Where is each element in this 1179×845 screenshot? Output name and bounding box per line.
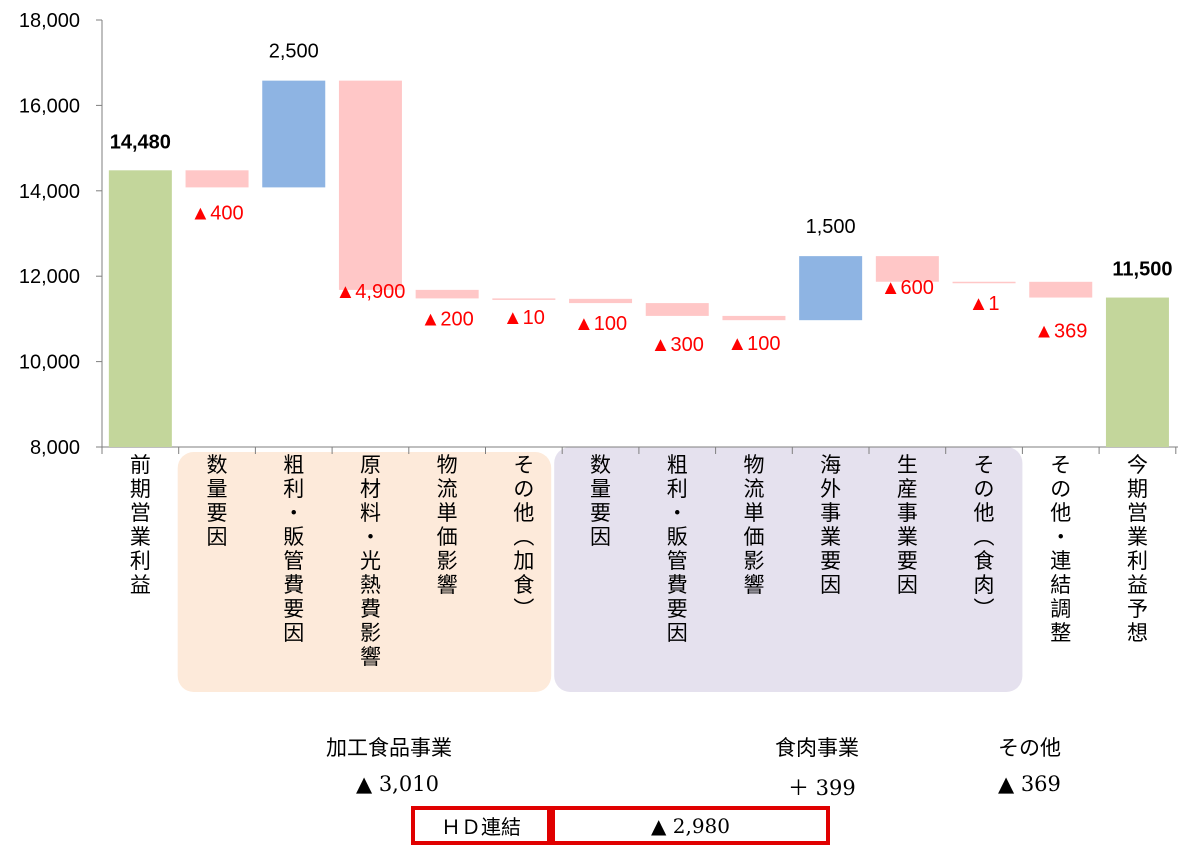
group-bg-processed-food — [177, 452, 552, 692]
category-label: 海外事業要因 — [820, 453, 841, 597]
category-label: 前期営業利益 — [130, 453, 151, 597]
group-name-other: その他 — [998, 736, 1061, 760]
category-label: 数量要因 — [590, 453, 611, 549]
category-label: 原材料・光熱費影響 — [360, 453, 381, 669]
y-tick-label: 8,000 — [30, 437, 80, 459]
bar-decrease — [338, 80, 402, 290]
group-value-other: ▲ 369 — [998, 772, 1061, 796]
waterfall-chart: 8,000 10,000 12,000 14,000 16,000 18,000 14,4… — [19, 10, 1178, 692]
group-bg-meat — [554, 447, 1023, 692]
bar-value-label: ▲100 — [727, 333, 780, 355]
y-tick-label: 16,000 — [19, 95, 80, 117]
bar-decrease — [722, 315, 786, 321]
bar-value-label: ▲10 — [503, 307, 545, 329]
y-tick-label: 12,000 — [19, 266, 80, 288]
bar-value-label: 11,500 — [1112, 259, 1172, 281]
bar-decrease — [1029, 281, 1093, 298]
bar-decrease — [415, 289, 479, 299]
bar-value-label: ▲200 — [421, 308, 474, 330]
group-value-processed-food: ▲ 3,010 — [356, 772, 439, 796]
bar-value-label: ▲4,900 — [336, 281, 406, 303]
y-tick-label: 18,000 — [19, 10, 80, 32]
bar-decrease — [645, 303, 709, 316]
group-name-processed-food: 加工食品事業 — [326, 736, 452, 760]
bar-decrease — [875, 256, 939, 282]
bar-value-label: ▲369 — [1034, 321, 1087, 343]
category-label: その他︵加食︶ — [513, 453, 534, 621]
bar-increase — [262, 80, 326, 188]
bar-value-label: ▲100 — [574, 313, 627, 335]
hd-consolidated-value: ▲ 2,980 — [551, 806, 830, 845]
bar-decrease — [952, 281, 1016, 284]
y-tick-label: 14,000 — [19, 181, 80, 203]
bar-decrease — [569, 298, 633, 304]
bar-value-label: 1,500 — [806, 216, 856, 238]
category-label: その他・連結調整 — [1050, 453, 1071, 645]
y-tick-label: 10,000 — [19, 352, 80, 374]
bar-value-label: ▲1 — [969, 293, 1000, 315]
bar-value-label: 2,500 — [269, 41, 319, 63]
category-label: 今期営業利益予想 — [1127, 453, 1148, 645]
category-label: その他︵食肉︶ — [974, 453, 995, 621]
bar-value-label: ▲300 — [651, 334, 704, 356]
bar-decrease — [185, 170, 249, 188]
group-name-meat: 食肉事業 — [775, 736, 859, 760]
category-label: 粗利・販管費要因 — [667, 453, 688, 645]
bar-value-label: 14,480 — [110, 131, 171, 153]
category-label: 粗利・販管費要因 — [283, 453, 304, 645]
group-value-meat: ＋ 399 — [788, 776, 856, 800]
bar-total — [108, 170, 172, 447]
category-label: 生産事業要因 — [897, 453, 918, 597]
bar-decrease — [492, 298, 556, 300]
category-label: 物流単価影響 — [743, 453, 764, 597]
bar-value-label: ▲600 — [881, 277, 934, 299]
bar-increase — [799, 256, 863, 321]
bar-value-label: ▲400 — [190, 202, 243, 224]
hd-consolidated-label: ＨＤ連結 — [411, 806, 551, 845]
category-label: 物流単価影響 — [437, 453, 458, 597]
category-label: 数量要因 — [207, 453, 228, 549]
bar-total — [1105, 297, 1169, 447]
